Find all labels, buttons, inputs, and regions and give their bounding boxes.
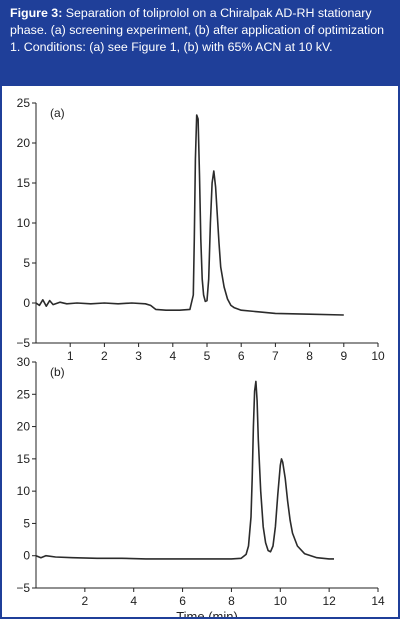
x-tick-label: 2 xyxy=(82,594,89,608)
series-line-1 xyxy=(35,114,344,316)
y-tick-label: −5 xyxy=(16,581,30,595)
x-tick-label: 14 xyxy=(371,594,385,608)
y-tick-label: 5 xyxy=(23,516,30,530)
x-tick-label: 8 xyxy=(228,594,235,608)
caption-text: Separation of toliprolol on a Chiralpak … xyxy=(10,6,384,54)
y-tick-label: 10 xyxy=(17,216,31,230)
chart-panel-a: −5 0 5 10 15 20 25 1 2 3 4 5 6 7 8 9 10 (a) xyxy=(16,96,385,363)
series-line-1 xyxy=(35,380,334,560)
x-tick-label: 4 xyxy=(169,349,176,363)
x-tick-label: 1 xyxy=(67,349,74,363)
y-tick-label: 20 xyxy=(17,136,31,150)
x-tick-label: 8 xyxy=(306,349,313,363)
x-tick-label: 2 xyxy=(101,349,108,363)
y-tick-label: 20 xyxy=(17,420,31,434)
x-tick-label: 10 xyxy=(371,349,385,363)
x-tick-label: 4 xyxy=(130,594,137,608)
caption-label: Figure 3: xyxy=(10,6,63,20)
panel-label: (a) xyxy=(50,106,65,120)
x-tick-label: 10 xyxy=(274,594,288,608)
y-tick-label: 0 xyxy=(23,549,30,563)
x-tick-label: 6 xyxy=(238,349,245,363)
y-tick-label: 25 xyxy=(17,387,31,401)
x-tick-label: 12 xyxy=(322,594,336,608)
y-tick-label: 5 xyxy=(23,256,30,270)
chart-panel-b: −5 0 5 10 15 20 25 30 2 4 6 8 10 12 14 (b) Time (min) xyxy=(16,355,385,617)
x-tick-label: 5 xyxy=(204,349,211,363)
y-tick-label: 0 xyxy=(23,296,30,310)
figure-caption: Figure 3: Separation of toliprolol on a … xyxy=(2,2,398,86)
x-tick-label: 7 xyxy=(272,349,279,363)
y-tick-label: 15 xyxy=(17,176,31,190)
x-tick-label: 6 xyxy=(179,594,186,608)
y-tick-label: 30 xyxy=(17,355,31,369)
x-tick-label: 3 xyxy=(135,349,142,363)
panel-label: (b) xyxy=(50,365,65,379)
y-tick-label: −5 xyxy=(16,336,30,350)
y-tick-label: 15 xyxy=(17,452,31,466)
x-axis-title: Time (min) xyxy=(176,609,238,617)
y-tick-label: 10 xyxy=(17,484,31,498)
y-tick-label: 25 xyxy=(17,96,31,110)
x-tick-label: 9 xyxy=(340,349,347,363)
